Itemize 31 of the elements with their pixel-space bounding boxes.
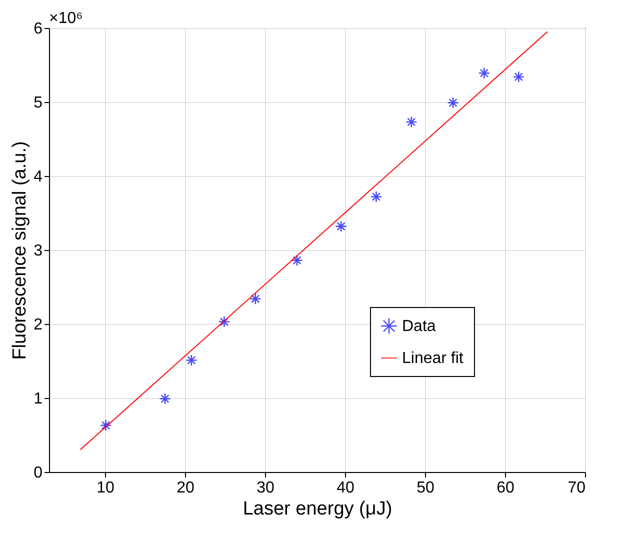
y-tick-label: 2 xyxy=(34,316,43,334)
x-tick-label: 20 xyxy=(176,480,194,496)
x-tick-label: 10 xyxy=(96,480,114,496)
x-tick-label: 30 xyxy=(256,480,274,496)
point xyxy=(186,354,198,366)
y-tick-label: 3 xyxy=(34,242,43,260)
y-tick-label: 5 xyxy=(34,94,43,112)
point xyxy=(478,67,490,80)
point xyxy=(218,316,230,328)
legend-label: Linear fit xyxy=(402,350,464,367)
point xyxy=(291,254,303,266)
y-tick-label: 0 xyxy=(34,464,43,482)
text: ×10⁶ xyxy=(49,10,83,27)
point xyxy=(335,220,347,232)
y-tick-label: 6 xyxy=(34,20,43,38)
x-tick-label: 40 xyxy=(336,480,354,496)
legend-label: Data xyxy=(402,318,436,335)
y-axis-title: Fluorescence signal (a.u.) xyxy=(10,141,31,360)
x-tick-label: 50 xyxy=(416,480,434,496)
x-axis-title: Laser energy (μJ) xyxy=(242,498,392,520)
x-tick-label: 60 xyxy=(496,480,514,496)
point xyxy=(512,70,524,83)
x-tick-label: 70 xyxy=(568,480,586,496)
point xyxy=(250,292,262,305)
point xyxy=(370,190,382,203)
point xyxy=(447,96,459,109)
point xyxy=(406,116,418,128)
point xyxy=(159,392,171,405)
y-tick-label: 4 xyxy=(34,168,43,186)
point xyxy=(100,419,112,432)
y-tick-label: 1 xyxy=(34,390,43,408)
